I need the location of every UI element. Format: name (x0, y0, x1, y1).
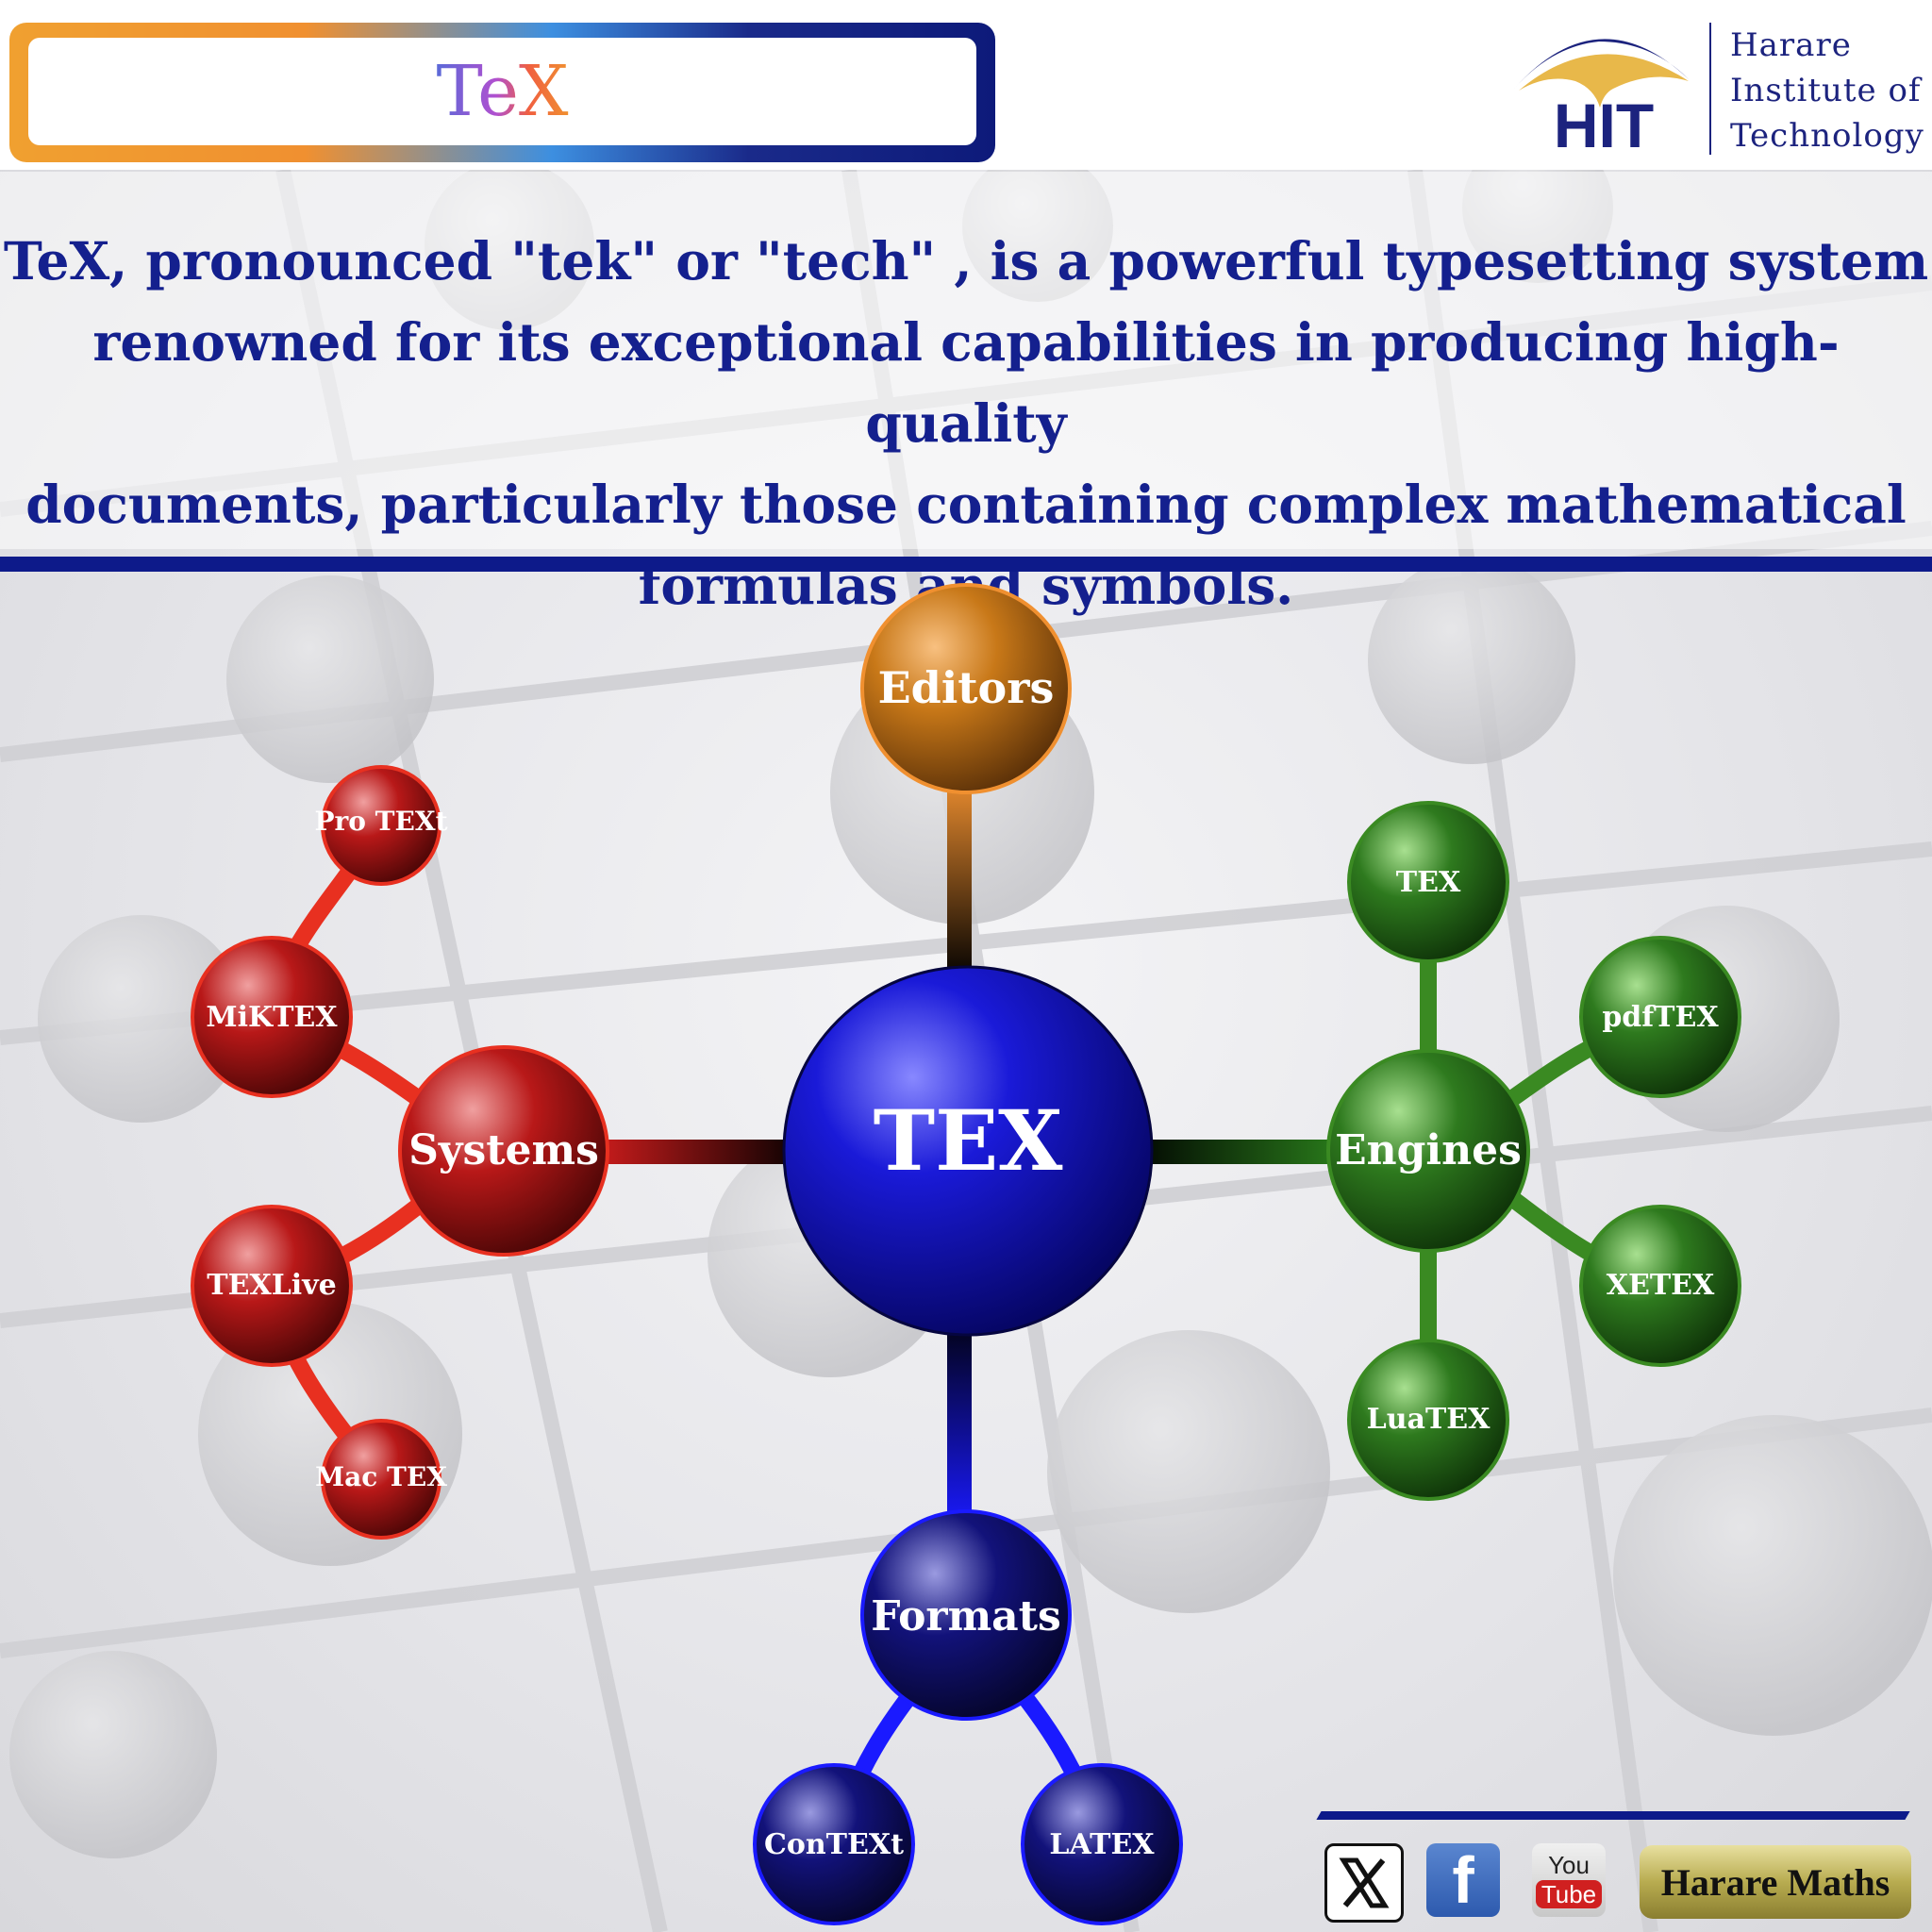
latex-node (1021, 1763, 1183, 1925)
footer-divider (1316, 1811, 1910, 1820)
description-line: renowned for its exceptional capabilitie… (92, 311, 1840, 454)
youtube-tube: Tube (1535, 1879, 1603, 1908)
formats-label: Formats (871, 1592, 1061, 1641)
center-node (782, 965, 1154, 1337)
x-icon[interactable] (1324, 1843, 1404, 1923)
logo-divider (1709, 23, 1711, 155)
texlive-label: TEXLive (207, 1269, 336, 1302)
luatex-label: LuaTEX (1367, 1403, 1491, 1436)
hit-acronym: HIT (1554, 91, 1654, 155)
pdftex-node (1579, 936, 1741, 1098)
harare-maths-badge[interactable]: Harare Maths (1640, 1845, 1911, 1919)
editors-label: Editors (878, 662, 1055, 713)
protext-node (321, 765, 441, 886)
page-title: TeX (436, 51, 569, 132)
center-connectors (566, 660, 1368, 1528)
x-logo-icon (1339, 1857, 1390, 1908)
description-line: TeX, pronounced "tek" or "tech" , is a p… (3, 230, 1929, 291)
luatex-node (1347, 1339, 1509, 1501)
formats-stem (947, 1302, 972, 1528)
description-line: documents, particularly those containing… (25, 474, 1907, 535)
section-divider (0, 557, 1932, 572)
pdftex-label: pdfTEX (1602, 1001, 1719, 1034)
facebook-glyph: f (1452, 1843, 1474, 1917)
texlive-node (191, 1205, 353, 1367)
engines-node (1326, 1049, 1530, 1253)
latex-label: LATEX (1049, 1828, 1155, 1861)
mactex-label: Mac TEX (315, 1461, 447, 1492)
context-label: ConTEXt (764, 1828, 904, 1861)
youtube-icon[interactable]: You Tube (1532, 1843, 1606, 1917)
systems-label: Systems (408, 1126, 599, 1174)
systems-node (398, 1045, 609, 1257)
editors-stem (947, 774, 972, 981)
tex-engine-label: TEX (1396, 866, 1461, 899)
engines-label: Engines (1335, 1126, 1522, 1174)
hit-logo: HIT Harare Institute of Technology (1509, 13, 1924, 164)
header: TeX HIT Harare Institute of Technology (0, 0, 1932, 170)
xetex-label: XETEX (1607, 1269, 1715, 1302)
formats-node (860, 1509, 1072, 1721)
facebook-icon[interactable]: f (1426, 1843, 1500, 1917)
title-box: TeX (28, 38, 976, 145)
mactex-node (321, 1419, 441, 1540)
tex-engine-node (1347, 801, 1509, 963)
protext-label: Pro TEXt (314, 806, 447, 837)
miktex-node (191, 936, 353, 1098)
logo-line-1: Harare (1730, 26, 1852, 64)
engines-stem (1123, 1140, 1368, 1164)
xetex-node (1579, 1205, 1741, 1367)
miktex-label: MiKTEX (206, 1001, 338, 1034)
editors-node (860, 583, 1072, 794)
logo-line-2: Institute of (1730, 72, 1922, 109)
systems-stem (566, 1140, 811, 1164)
center-node-label: TEX (874, 1091, 1064, 1190)
logo-line-3: Technology (1730, 117, 1924, 155)
hit-arch-icon: HIT (1514, 39, 1689, 155)
context-node (753, 1763, 915, 1925)
youtube-you: You (1548, 1850, 1590, 1879)
title-frame: TeX (9, 23, 995, 162)
